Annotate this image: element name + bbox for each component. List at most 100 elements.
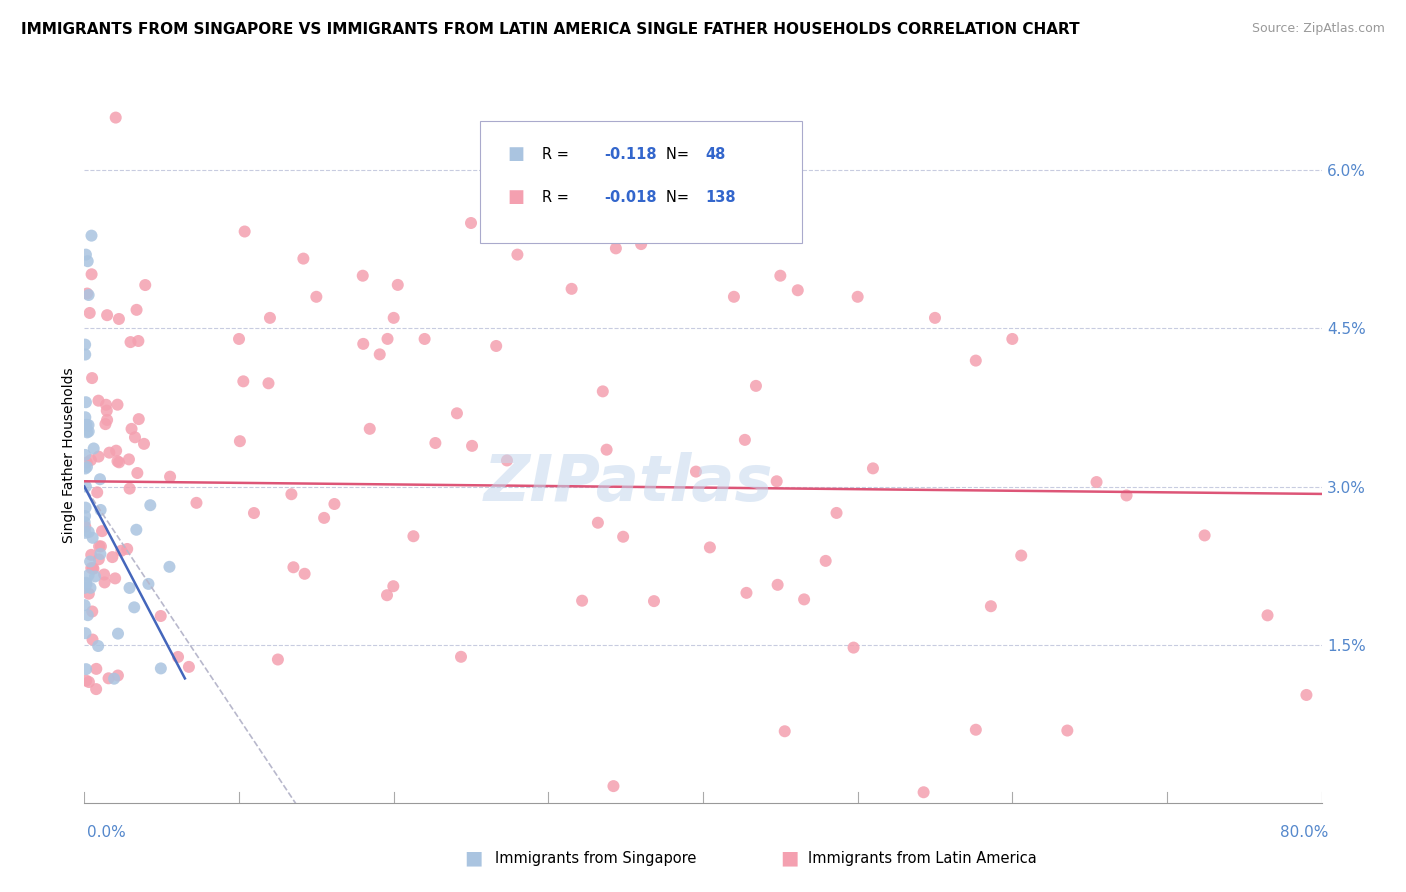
Point [149, 609, 172, 624]
Point [107, 668, 129, 682]
Point [314, 511, 336, 525]
Point [283, 560, 305, 574]
Point [75, 673, 97, 688]
Point [87, 450, 110, 464]
Point [80, 267, 103, 281]
Point [612, 530, 634, 544]
Point [104, 111, 127, 125]
Point [186, 496, 208, 510]
Point [352, 337, 374, 351]
Point [76, 286, 98, 301]
Point [461, 439, 484, 453]
Point [257, 376, 280, 391]
Point [76, 459, 98, 474]
Point [699, 541, 721, 555]
Point [96, 413, 118, 427]
Point [91, 524, 114, 538]
Text: ■: ■ [508, 145, 524, 163]
Point [228, 332, 250, 346]
FancyBboxPatch shape [481, 121, 801, 243]
Point [1056, 723, 1078, 738]
Point [125, 302, 148, 317]
Text: 138: 138 [706, 190, 737, 205]
Point [1115, 488, 1137, 502]
Point [73, 509, 96, 524]
Point [496, 453, 519, 467]
Point [127, 466, 149, 480]
Point [382, 579, 405, 593]
Point [661, 131, 683, 145]
Point [108, 312, 131, 326]
Point [643, 594, 665, 608]
Point [75, 479, 97, 493]
Text: ZIPatlas: ZIPatlas [484, 451, 773, 514]
Point [233, 225, 256, 239]
Point [121, 422, 143, 436]
Point [96, 308, 118, 322]
Point [103, 672, 125, 686]
Point [107, 626, 129, 640]
Point [97, 671, 120, 685]
Point [77, 524, 100, 539]
Point [359, 422, 381, 436]
Point [89, 472, 111, 486]
Point [814, 554, 837, 568]
Point [82, 632, 104, 647]
Text: -0.118: -0.118 [605, 147, 657, 161]
Point [132, 437, 155, 451]
Point [101, 550, 124, 565]
Point [94, 398, 117, 412]
Text: IMMIGRANTS FROM SINGAPORE VS IMMIGRANTS FROM LATIN AMERICA SINGLE FATHER HOUSEHO: IMMIGRANTS FROM SINGAPORE VS IMMIGRANTS … [21, 22, 1080, 37]
Point [232, 375, 254, 389]
Point [105, 443, 128, 458]
Text: R =: R = [543, 147, 574, 161]
Point [98, 445, 121, 459]
Point [75, 575, 97, 590]
Point [93, 575, 115, 590]
Point [630, 237, 652, 252]
Point [83, 442, 105, 456]
Point [87, 639, 110, 653]
Text: 0.0%: 0.0% [87, 825, 127, 840]
Point [965, 723, 987, 737]
Point [73, 598, 96, 612]
Point [862, 461, 884, 475]
Point [82, 561, 104, 575]
Point [965, 353, 987, 368]
Point [94, 417, 117, 431]
Point [108, 455, 131, 469]
Point [107, 454, 129, 468]
Point [592, 384, 614, 399]
Point [506, 247, 529, 261]
Text: -0.018: -0.018 [605, 190, 657, 205]
Point [1295, 688, 1317, 702]
Point [80, 548, 103, 562]
Point [77, 425, 100, 439]
Point [73, 515, 96, 529]
Point [82, 605, 104, 619]
Point [77, 418, 100, 433]
Point [75, 525, 97, 540]
Point [76, 577, 98, 591]
Point [75, 461, 97, 475]
Point [842, 640, 865, 655]
Point [568, 194, 591, 209]
Point [76, 456, 98, 470]
Point [167, 649, 190, 664]
Point [375, 588, 398, 602]
Text: ■: ■ [464, 848, 482, 868]
Text: Source: ZipAtlas.com: Source: ZipAtlas.com [1251, 22, 1385, 36]
Point [735, 586, 758, 600]
Point [104, 571, 127, 585]
Point [377, 332, 399, 346]
Point [87, 552, 110, 566]
Point [368, 347, 391, 361]
Point [139, 498, 162, 512]
Point [138, 577, 160, 591]
Point [243, 506, 266, 520]
Point [571, 593, 593, 607]
Point [87, 539, 110, 553]
Point [96, 403, 118, 417]
Point [825, 506, 848, 520]
Point [118, 452, 141, 467]
